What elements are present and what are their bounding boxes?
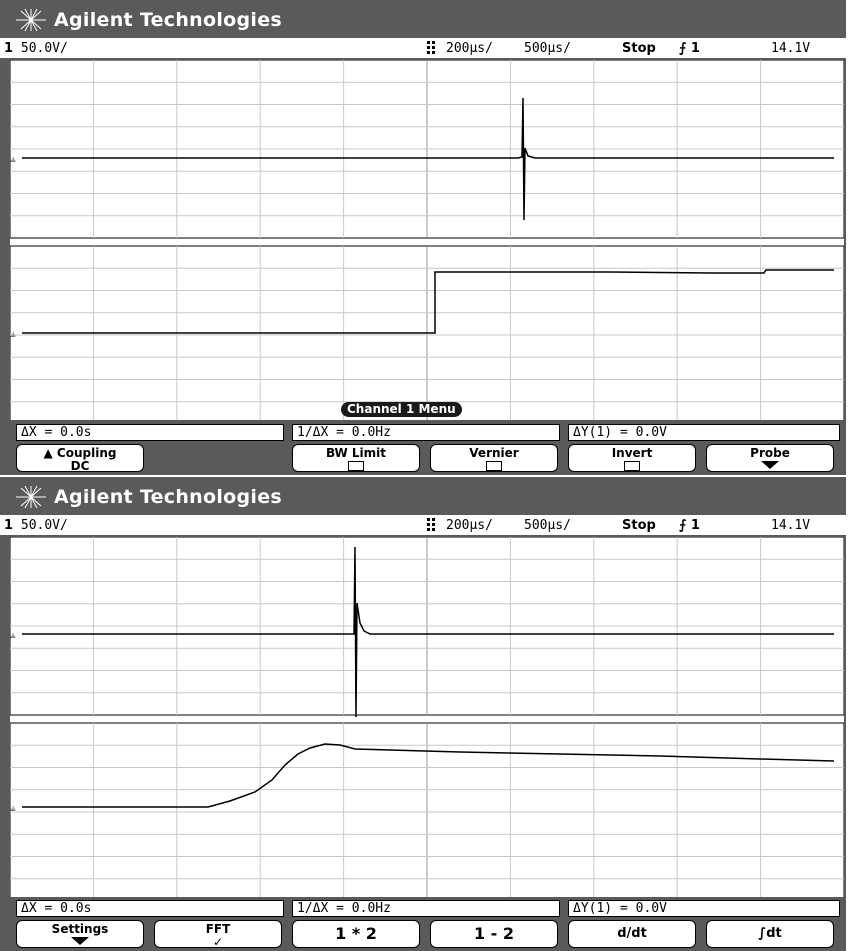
delta-x-readout: ΔX = 0.0s: [16, 900, 284, 917]
brand-name: Agilent Technologies: [54, 486, 283, 508]
status-bar: 1 50.0V/ 200µs/ 500µs/ Stop ⨍ 1 14.1V: [0, 515, 846, 535]
probe-softkey[interactable]: Probe: [706, 444, 834, 472]
time-delay[interactable]: 500µs/: [524, 40, 571, 56]
integrate-softkey[interactable]: ∫dt: [706, 920, 834, 948]
channel-scale[interactable]: 1 50.0V/: [4, 518, 68, 533]
bw-limit-label: BW Limit: [325, 446, 387, 460]
fft-label: FFT: [205, 922, 231, 936]
grid: [10, 537, 844, 897]
brand-header: Agilent Technologies: [14, 483, 282, 511]
trace-ch1-lower: [22, 269, 834, 334]
coupling-label: ▲ Coupling: [43, 446, 117, 460]
settings-softkey[interactable]: Settings: [16, 920, 144, 948]
channel-scale[interactable]: 1 50.0V/: [4, 41, 68, 56]
invert-label: Invert: [611, 446, 653, 460]
trigger-source: 1: [690, 517, 700, 533]
channel-number: 1: [4, 517, 14, 533]
delta-y-readout: ΔY(1) = 0.0V: [568, 424, 840, 441]
softkey-bar: Settings FFT ✓ 1 * 2 1 - 2 d/dt ∫dt: [16, 920, 840, 950]
bw-limit-checkbox-icon: [348, 461, 364, 471]
grid: [10, 60, 844, 420]
vernier-softkey[interactable]: Vernier: [430, 444, 558, 472]
waveform-display: ⫨ ⫨: [10, 537, 844, 897]
agilent-spark-logo-icon: [16, 8, 46, 32]
invert-checkbox-icon: [624, 461, 640, 471]
agilent-spark-logo-icon: [16, 485, 46, 509]
ground-marker-upper-icon: ⫨: [10, 154, 16, 165]
trigger-indicator[interactable]: ⨍ 1: [679, 41, 700, 56]
ground-marker-upper-icon: ⫨: [10, 630, 16, 641]
ground-marker-lower-icon: ⫨: [10, 329, 16, 340]
falling-edge-icon: ⨍: [679, 40, 687, 56]
run-state: Stop: [622, 40, 656, 56]
inverse-delta-x-readout: 1/ΔX = 0.0Hz: [292, 900, 560, 917]
coupling-value: DC: [70, 459, 90, 473]
delta-y-readout: ΔY(1) = 0.0V: [568, 900, 840, 917]
differentiate-label: d/dt: [617, 926, 647, 941]
integrate-label: ∫dt: [758, 926, 782, 941]
softkey-bar: ▲ Coupling DC BW Limit Vernier Invert Pr…: [16, 444, 840, 474]
coupling-softkey[interactable]: ▲ Coupling DC: [16, 444, 144, 473]
cursor-readouts: ΔX = 0.0s 1/ΔX = 0.0Hz ΔY(1) = 0.0V: [16, 424, 840, 441]
delta-x-readout: ΔX = 0.0s: [16, 424, 284, 441]
subtract-softkey[interactable]: 1 - 2: [430, 920, 558, 948]
fft-softkey[interactable]: FFT ✓: [154, 920, 282, 949]
submenu-arrow-icon: [71, 937, 89, 945]
probe-label: Probe: [750, 446, 790, 460]
status-bar: 1 50.0V/ 200µs/ 500µs/ Stop ⨍ 1 14.1V: [0, 38, 846, 58]
cursor-readouts: ΔX = 0.0s 1/ΔX = 0.0Hz ΔY(1) = 0.0V: [16, 900, 840, 917]
submenu-arrow-icon: [761, 461, 779, 469]
volts-per-div: 50.0V/: [20, 517, 68, 533]
trace-ch1-lower: [22, 743, 835, 808]
trigger-level: 14.1V: [771, 40, 811, 56]
vernier-checkbox-icon: [486, 461, 502, 471]
waveform-canvas: ⫨ ⫨: [10, 60, 844, 420]
horizontal-grid-icon: [427, 41, 435, 54]
waveform-canvas: ⫨ ⫨: [10, 537, 844, 897]
menu-title: Channel 1 Menu: [341, 402, 462, 417]
trigger-source: 1: [690, 40, 700, 56]
differentiate-softkey[interactable]: d/dt: [568, 920, 696, 948]
trigger-level: 14.1V: [771, 517, 811, 533]
trace-ch1-upper: [22, 97, 834, 221]
settings-label: Settings: [51, 922, 109, 936]
inverse-delta-x-readout: 1/ΔX = 0.0Hz: [292, 424, 560, 441]
brand-name: Agilent Technologies: [54, 9, 283, 31]
ground-marker-lower-icon: ⫨: [10, 803, 16, 814]
horizontal-grid-icon: [427, 518, 435, 531]
multiply-label: 1 * 2: [335, 924, 377, 943]
time-delay[interactable]: 500µs/: [524, 517, 571, 533]
bw-limit-softkey[interactable]: BW Limit: [292, 444, 420, 472]
bottom-scope-screen: Agilent Technologies 1 50.0V/ 200µs/ 500…: [0, 477, 846, 951]
brand-header: Agilent Technologies: [14, 6, 282, 34]
coupling-text: Coupling: [56, 446, 117, 460]
time-per-div[interactable]: 200µs/: [446, 517, 493, 533]
time-per-div[interactable]: 200µs/: [446, 40, 493, 56]
waveform-display: ⫨ ⫨: [10, 60, 844, 420]
subtract-label: 1 - 2: [473, 924, 515, 943]
invert-softkey[interactable]: Invert: [568, 444, 696, 472]
falling-edge-icon: ⨍: [679, 517, 687, 533]
channel-number: 1: [4, 40, 14, 56]
run-state: Stop: [622, 517, 656, 533]
multiply-softkey[interactable]: 1 * 2: [292, 920, 420, 948]
top-scope-screen: Agilent Technologies 1 50.0V/ 200µs/ 500…: [0, 0, 846, 475]
trigger-indicator[interactable]: ⨍ 1: [679, 518, 700, 533]
volts-per-div: 50.0V/: [20, 40, 68, 56]
trace-ch1-upper: [22, 546, 834, 718]
fft-checkmark-icon: ✓: [212, 935, 224, 949]
vernier-label: Vernier: [469, 446, 519, 460]
